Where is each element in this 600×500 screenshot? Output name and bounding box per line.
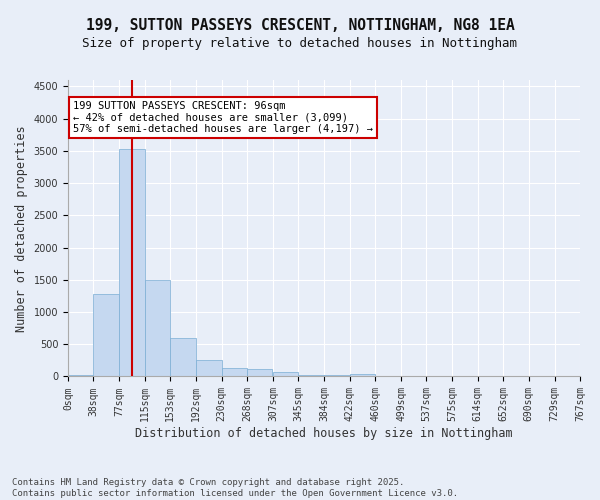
Text: Contains HM Land Registry data © Crown copyright and database right 2025.
Contai: Contains HM Land Registry data © Crown c…	[12, 478, 458, 498]
Bar	[221, 368, 247, 376]
Text: 199, SUTTON PASSEYS CRESCENT, NOTTINGHAM, NG8 1EA: 199, SUTTON PASSEYS CRESCENT, NOTTINGHAM…	[86, 18, 514, 32]
Bar	[298, 374, 323, 376]
Text: Size of property relative to detached houses in Nottingham: Size of property relative to detached ho…	[83, 38, 517, 51]
Bar	[247, 369, 272, 376]
Bar	[119, 149, 145, 376]
Bar	[350, 374, 375, 376]
Bar	[145, 280, 170, 376]
Y-axis label: Number of detached properties: Number of detached properties	[15, 125, 28, 332]
Bar	[170, 338, 196, 376]
Bar	[196, 360, 221, 376]
X-axis label: Distribution of detached houses by size in Nottingham: Distribution of detached houses by size …	[135, 427, 513, 440]
Bar	[325, 375, 350, 376]
Text: 199 SUTTON PASSEYS CRESCENT: 96sqm
← 42% of detached houses are smaller (3,099)
: 199 SUTTON PASSEYS CRESCENT: 96sqm ← 42%…	[73, 101, 373, 134]
Bar	[273, 372, 298, 376]
Bar	[94, 294, 119, 376]
Bar	[68, 374, 94, 376]
